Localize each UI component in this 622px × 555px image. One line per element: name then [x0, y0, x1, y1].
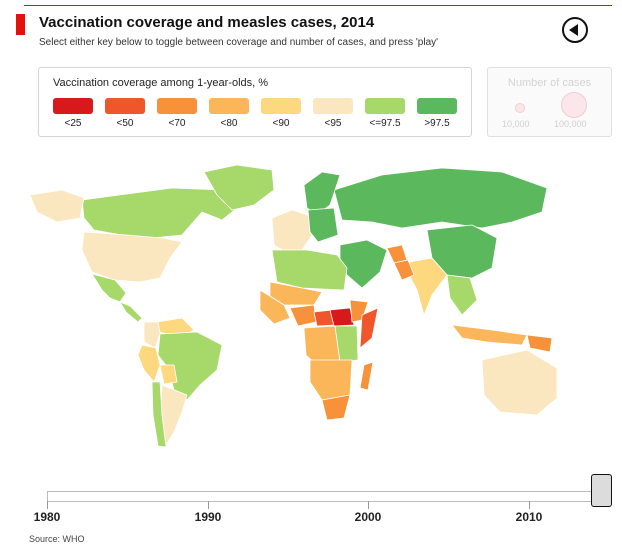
timeline-tick-label: 2000 — [354, 510, 382, 524]
legend-swatch — [53, 98, 93, 114]
country-north-africa[interactable] — [271, 249, 348, 291]
country-east-africa[interactable] — [334, 325, 359, 363]
legend-label: <=97.5 — [369, 118, 401, 129]
country-peru[interactable] — [137, 344, 161, 383]
country-eastern-europe[interactable] — [307, 207, 339, 243]
large-bubble-icon — [561, 92, 587, 118]
country-west-africa[interactable] — [259, 289, 291, 325]
country-chile[interactable] — [151, 381, 167, 448]
play-button[interactable] — [562, 17, 588, 43]
small-bubble-label: 10,000 — [502, 119, 530, 129]
coverage-key-toggle[interactable]: Vaccination coverage among 1-year-olds, … — [38, 67, 472, 137]
timeline-handle[interactable] — [591, 474, 612, 507]
country-somalia[interactable] — [359, 307, 379, 349]
large-bubble-label: 100,000 — [554, 119, 587, 129]
timeline-tick — [47, 501, 48, 509]
legend-swatch — [157, 98, 197, 114]
country-middle-east[interactable] — [339, 239, 388, 289]
timeline-track[interactable] — [47, 491, 595, 502]
timeline-tick — [368, 501, 369, 509]
coverage-key-title: Vaccination coverage among 1-year-olds, … — [53, 77, 269, 89]
timeline-tick — [208, 501, 209, 509]
country-russia[interactable] — [333, 167, 548, 229]
chart-title: Vaccination coverage and measles cases, … — [39, 14, 375, 31]
country-southern-africa[interactable] — [309, 359, 353, 401]
legend-label: <50 — [116, 118, 134, 129]
top-rule — [24, 5, 612, 6]
cases-key-toggle[interactable]: Number of cases 10,000 100,000 — [487, 67, 612, 137]
chart-subtitle: Select either key below to toggle betwee… — [39, 37, 439, 48]
play-icon — [569, 24, 578, 36]
cases-key-title: Number of cases — [507, 77, 592, 89]
country-madagascar[interactable] — [359, 361, 374, 391]
country-pakistan[interactable] — [393, 259, 415, 281]
legend-swatch — [313, 98, 353, 114]
source-note: Source: WHO — [29, 534, 85, 544]
country-canada[interactable] — [81, 187, 238, 239]
country-colombia[interactable] — [143, 321, 161, 349]
country-western-europe[interactable] — [271, 209, 313, 254]
legend-swatch — [365, 98, 405, 114]
legend-swatch — [261, 98, 301, 114]
country-afghanistan[interactable] — [386, 244, 408, 264]
timeline-tick-label: 1990 — [194, 510, 222, 524]
country-india[interactable] — [408, 257, 448, 316]
country-south-sudan[interactable] — [329, 307, 355, 327]
country-australia[interactable] — [481, 349, 558, 416]
country-indonesia[interactable] — [451, 324, 528, 346]
brand-marker — [16, 14, 25, 35]
country-south-africa[interactable] — [321, 394, 351, 421]
timeline-tick — [529, 501, 530, 509]
legend-label: <70 — [168, 118, 186, 129]
legend-label: <25 — [64, 118, 82, 129]
small-bubble-icon — [515, 103, 525, 113]
country-alaska[interactable] — [29, 189, 85, 223]
country-bolivia[interactable] — [159, 364, 178, 385]
country-scandinavia[interactable] — [303, 171, 341, 216]
legend-swatch — [105, 98, 145, 114]
legend-label: >97.5 — [424, 118, 450, 129]
timeline-tick-label: 1980 — [33, 510, 61, 524]
timeline-tick-label: 2010 — [515, 510, 543, 524]
country-nigeria[interactable] — [289, 304, 317, 327]
country-central-america[interactable] — [119, 301, 143, 323]
legend-label: <95 — [324, 118, 342, 129]
country-brazil[interactable] — [157, 331, 223, 401]
country-united-states[interactable] — [81, 231, 183, 283]
world-map — [29, 164, 558, 448]
country-southeast-asia[interactable] — [446, 274, 478, 316]
country-papua-new-guinea[interactable] — [526, 334, 553, 353]
country-greenland[interactable] — [203, 164, 275, 211]
legend-swatch — [209, 98, 249, 114]
legend-swatch — [417, 98, 457, 114]
legend-label: <80 — [220, 118, 238, 129]
legend-label: <90 — [272, 118, 290, 129]
